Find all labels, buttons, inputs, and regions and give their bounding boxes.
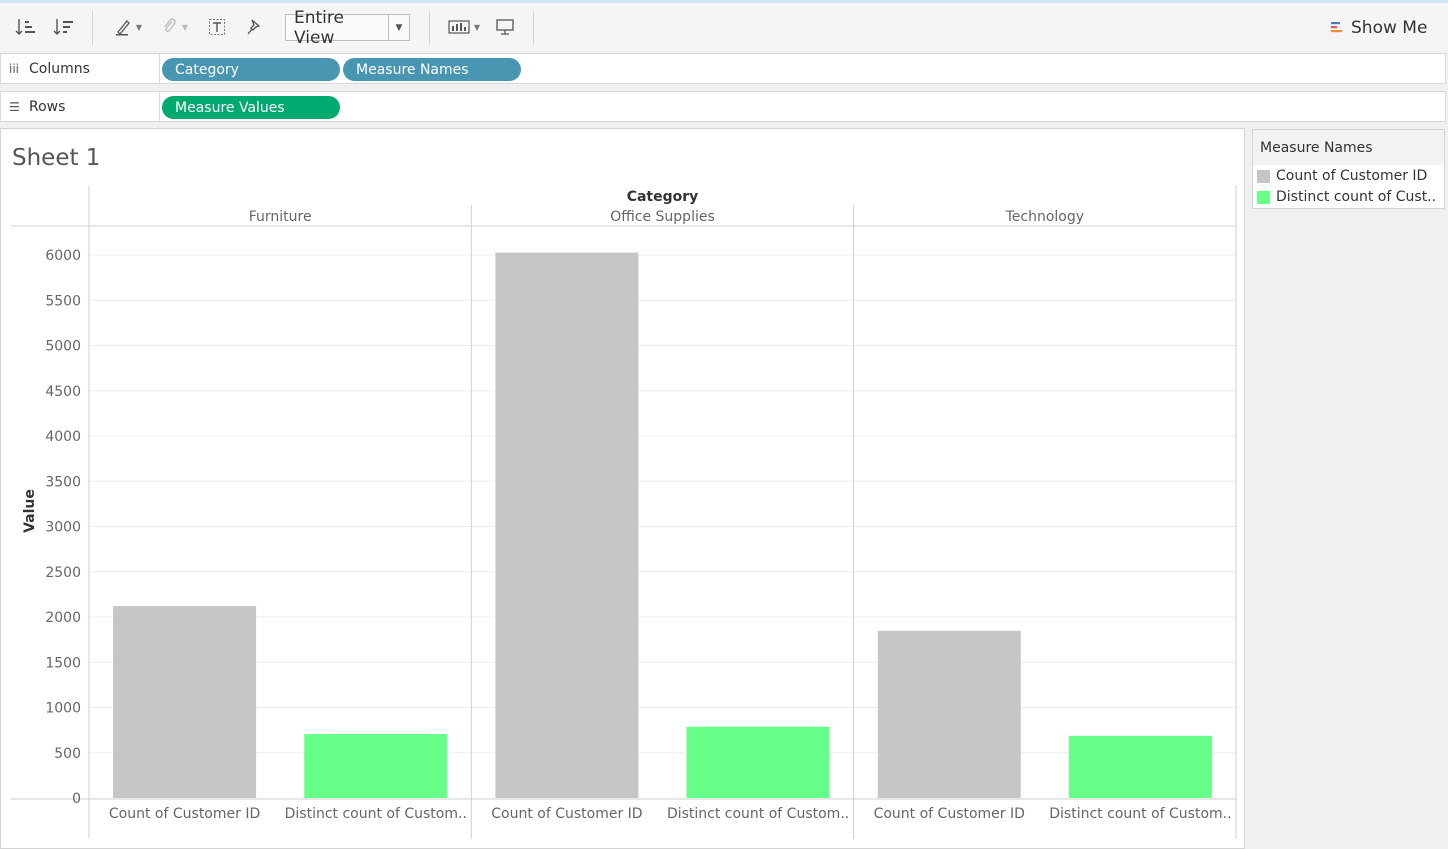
legend-swatch	[1257, 190, 1270, 204]
y-tick-label: 3000	[45, 520, 81, 536]
columns-label-text: Columns	[29, 60, 90, 77]
toolbar: ▼ ▼ Entire View ▼ ▼ Show Me	[0, 3, 1448, 51]
chart-format-icon[interactable]: ▼	[444, 13, 484, 41]
highlight-pen-icon[interactable]: ▼	[110, 13, 146, 41]
fit-mode-label: Entire View	[294, 7, 344, 48]
presentation-icon[interactable]	[494, 13, 516, 41]
legend: Measure Names Count of Customer ID Disti…	[1252, 129, 1445, 209]
bar	[877, 630, 1021, 798]
sheet-title: Sheet 1	[12, 145, 101, 171]
columns-icon: iii	[9, 61, 20, 76]
chevron-down-icon: ▼	[388, 15, 409, 40]
y-tick-label: 2000	[45, 610, 81, 626]
y-tick-label: 2500	[45, 565, 81, 581]
toolbar-separator	[429, 11, 430, 45]
y-tick-label: 1000	[45, 701, 81, 717]
y-tick-label: 1500	[45, 655, 81, 671]
legend-item-count[interactable]: Count of Customer ID	[1257, 166, 1427, 186]
y-tick-label: 5000	[45, 339, 81, 355]
legend-title: Measure Names	[1253, 130, 1444, 165]
show-me-button[interactable]: Show Me	[1330, 17, 1427, 39]
pill-measure-values[interactable]: Measure Values	[162, 96, 340, 119]
window-top-border	[0, 0, 1448, 3]
x-tick-label: Distinct count of Custom..	[667, 806, 849, 822]
bar-chart: Category Furniture Office Supplies Technolo…	[11, 185, 1237, 839]
legend-item-distinct[interactable]: Distinct count of Cust..	[1257, 187, 1436, 207]
rows-shelf-label: ☰ Rows	[1, 92, 160, 121]
fit-mode-dropdown[interactable]: Entire View ▼	[285, 8, 410, 48]
bar	[113, 606, 257, 798]
x-tick-label: Count of Customer ID	[874, 806, 1025, 822]
show-me-icon	[1331, 22, 1342, 33]
legend-item-label: Distinct count of Cust..	[1276, 189, 1437, 205]
toolbar-separator	[92, 11, 93, 45]
y-axis-title: Value	[22, 489, 38, 533]
pin-icon[interactable]	[243, 13, 265, 41]
rows-shelf[interactable]: ☰ Rows Measure Values	[0, 91, 1446, 122]
rows-label-text: Rows	[29, 98, 66, 115]
x-tick-label: Count of Customer ID	[491, 806, 642, 822]
worksheet-view: Sheet 1 Category Furniture Office Supplies…	[0, 128, 1245, 849]
sort-ascending-icon[interactable]	[14, 13, 38, 41]
y-tick-label: 4500	[45, 384, 81, 400]
x-tick-label: Count of Customer ID	[109, 806, 260, 822]
legend-item-label: Count of Customer ID	[1276, 168, 1428, 184]
bar	[1068, 735, 1212, 798]
bar	[304, 734, 448, 798]
category-header-label: Furniture	[249, 209, 312, 225]
category-header-title: Category	[627, 189, 699, 205]
y-tick-label: 0	[72, 791, 81, 807]
category-header-label: Technology	[1005, 209, 1084, 225]
rows-icon: ☰	[9, 99, 20, 114]
bar	[495, 252, 639, 799]
y-tick-label: 5500	[45, 293, 81, 309]
pill-category[interactable]: Category	[162, 58, 340, 81]
category-header-label: Office Supplies	[610, 209, 715, 225]
show-me-label: Show Me	[1351, 18, 1428, 38]
pill-measure-names[interactable]: Measure Names	[343, 58, 521, 81]
y-tick-label: 3500	[45, 474, 81, 490]
y-tick-label: 6000	[45, 248, 81, 264]
columns-shelf-label: iii Columns	[1, 54, 160, 83]
x-tick-label: Distinct count of Custom..	[285, 806, 467, 822]
bar	[686, 726, 830, 798]
x-tick-label: Distinct count of Custom..	[1049, 806, 1231, 822]
columns-shelf[interactable]: iii Columns Category Measure Names	[0, 53, 1446, 84]
y-tick-label: 500	[54, 746, 81, 762]
attach-clip-icon[interactable]: ▼	[157, 13, 193, 41]
sort-descending-icon[interactable]	[52, 13, 76, 41]
y-tick-label: 4000	[45, 429, 81, 445]
toolbar-separator	[533, 11, 534, 45]
legend-swatch	[1257, 169, 1270, 183]
text-label-icon[interactable]	[206, 13, 228, 41]
